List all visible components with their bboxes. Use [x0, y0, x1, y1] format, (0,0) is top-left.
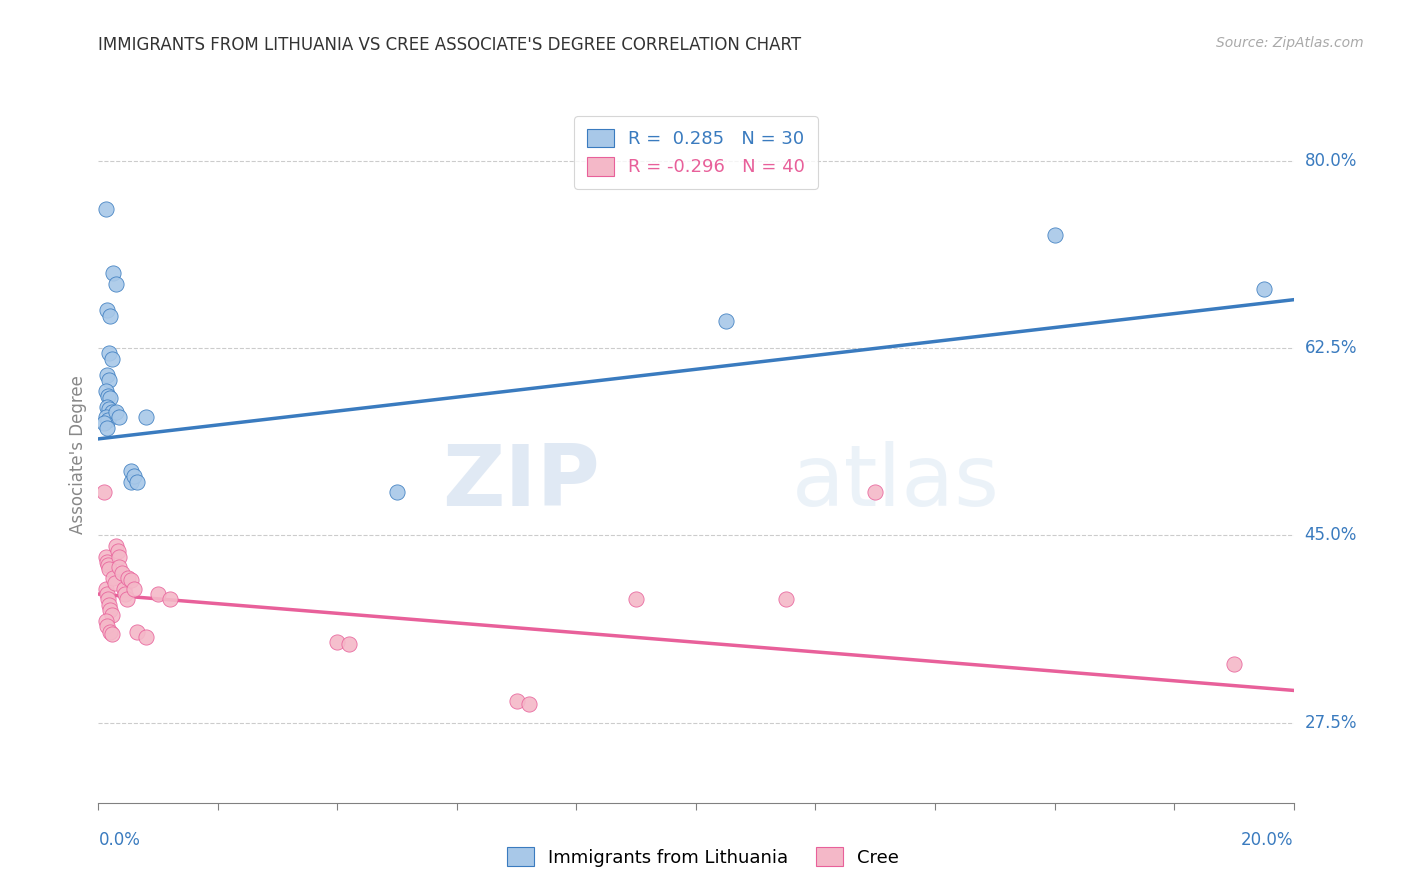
Point — [94, 614, 117, 628]
Point — [97, 592, 120, 607]
Point — [385, 485, 409, 500]
Text: ZIP: ZIP — [443, 442, 600, 524]
Point — [1043, 228, 1066, 243]
Point — [117, 571, 139, 585]
Point — [115, 592, 138, 607]
Point — [96, 555, 118, 569]
Point — [517, 698, 540, 712]
Point — [714, 314, 737, 328]
Point — [105, 277, 128, 291]
Point — [98, 562, 121, 576]
Text: 27.5%: 27.5% — [1305, 714, 1357, 731]
Text: IMMIGRANTS FROM LITHUANIA VS CREE ASSOCIATE'S DEGREE CORRELATION CHART: IMMIGRANTS FROM LITHUANIA VS CREE ASSOCI… — [98, 36, 801, 54]
Point — [135, 410, 157, 425]
Point — [127, 475, 149, 489]
Point — [98, 309, 122, 323]
Point — [120, 464, 142, 478]
Point — [326, 635, 349, 649]
Point — [120, 573, 142, 587]
Point — [1223, 657, 1246, 671]
Point — [98, 598, 121, 612]
Point — [108, 410, 131, 425]
Legend: Immigrants from Lithuania, Cree: Immigrants from Lithuania, Cree — [499, 840, 907, 874]
Point — [100, 626, 122, 640]
Point — [159, 592, 181, 607]
Point — [135, 630, 157, 644]
Point — [98, 401, 121, 416]
Point — [94, 549, 117, 564]
Point — [100, 608, 122, 623]
Point — [94, 410, 117, 425]
Point — [108, 560, 131, 574]
Point — [624, 592, 647, 607]
Point — [107, 544, 129, 558]
Point — [96, 587, 118, 601]
Point — [93, 485, 115, 500]
Text: atlas: atlas — [792, 442, 1000, 524]
Point — [98, 391, 122, 405]
Point — [103, 266, 125, 280]
Point — [97, 558, 120, 573]
Point — [127, 624, 149, 639]
Point — [97, 412, 120, 426]
Point — [96, 421, 118, 435]
Point — [93, 416, 115, 430]
Point — [96, 303, 118, 318]
Text: 0.0%: 0.0% — [98, 830, 141, 848]
Text: 45.0%: 45.0% — [1305, 526, 1357, 544]
Point — [105, 405, 128, 419]
Point — [94, 384, 117, 398]
Point — [94, 582, 117, 596]
Point — [865, 485, 887, 500]
Text: 62.5%: 62.5% — [1305, 339, 1357, 357]
Y-axis label: Associate's Degree: Associate's Degree — [69, 376, 87, 534]
Point — [120, 475, 142, 489]
Point — [100, 405, 122, 419]
Point — [124, 469, 146, 483]
Text: Source: ZipAtlas.com: Source: ZipAtlas.com — [1216, 36, 1364, 50]
Point — [506, 694, 529, 708]
Point — [1253, 282, 1275, 296]
Point — [107, 549, 129, 564]
Point — [114, 587, 136, 601]
Point — [148, 587, 170, 601]
Point — [100, 351, 122, 366]
Point — [97, 389, 120, 403]
Point — [96, 400, 118, 414]
Text: 80.0%: 80.0% — [1305, 152, 1357, 169]
Point — [111, 566, 134, 580]
Point — [112, 582, 135, 596]
Point — [96, 619, 118, 633]
Point — [98, 346, 121, 360]
Point — [105, 539, 128, 553]
Point — [775, 592, 797, 607]
Point — [96, 368, 118, 382]
Point — [103, 571, 125, 585]
Point — [339, 637, 360, 651]
Legend: R =  0.285   N = 30, R = -0.296   N = 40: R = 0.285 N = 30, R = -0.296 N = 40 — [574, 116, 818, 189]
Text: 20.0%: 20.0% — [1241, 830, 1294, 848]
Point — [98, 373, 121, 387]
Point — [98, 624, 122, 639]
Point — [98, 603, 122, 617]
Point — [124, 582, 146, 596]
Point — [104, 576, 127, 591]
Point — [94, 202, 117, 216]
